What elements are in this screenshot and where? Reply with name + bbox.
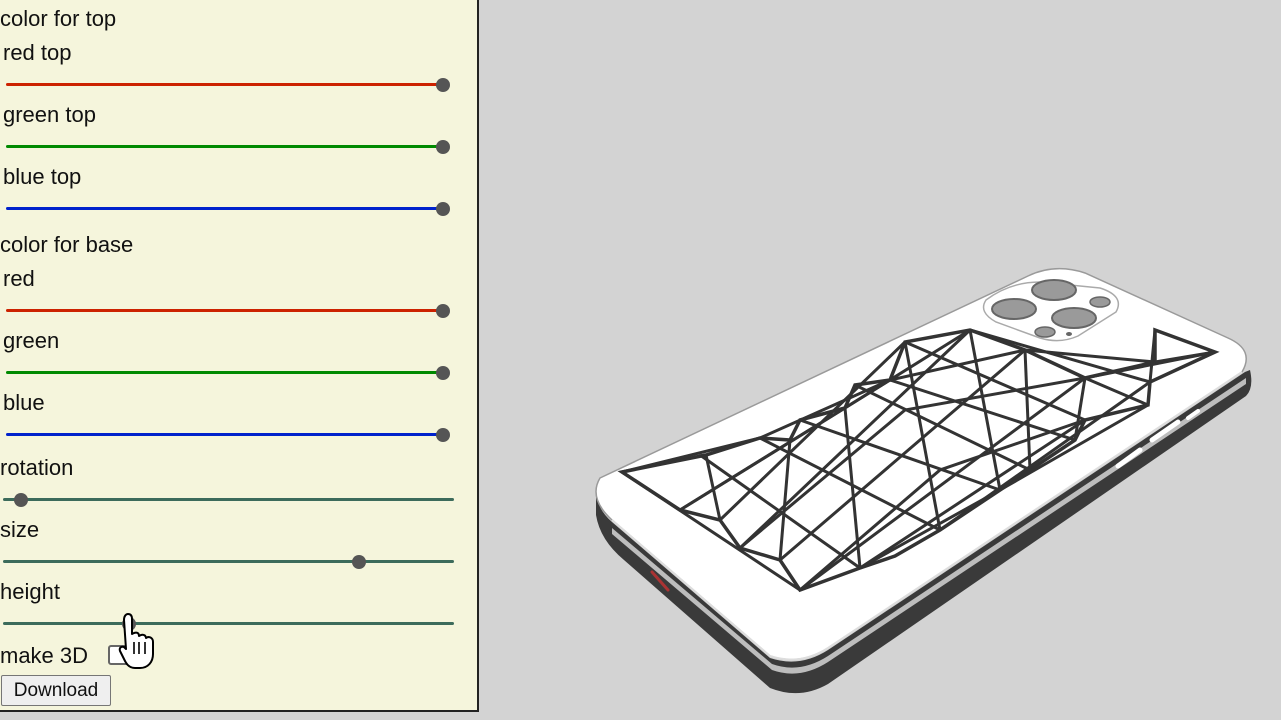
slider-track <box>6 371 444 374</box>
controls-panel: color for top red top green top blue top… <box>0 0 479 712</box>
rotation-slider[interactable] <box>3 493 454 507</box>
red-base-slider[interactable] <box>6 304 450 318</box>
slider-thumb[interactable] <box>352 555 366 569</box>
slider-thumb[interactable] <box>436 366 450 380</box>
slider-track <box>3 622 454 625</box>
slider-thumb[interactable] <box>436 202 450 216</box>
blue-top-label: blue top <box>3 164 82 189</box>
case-edge-highlight <box>611 371 1243 661</box>
slider-track <box>6 207 444 210</box>
top-color-section-label: color for top <box>0 6 117 31</box>
slider-track <box>3 498 454 501</box>
green-top-slider[interactable] <box>6 140 450 154</box>
height-slider[interactable] <box>3 617 454 631</box>
size-slider[interactable] <box>3 555 454 569</box>
height-label: height <box>0 579 60 604</box>
blue-top-slider[interactable] <box>6 202 450 216</box>
red-top-slider[interactable] <box>6 78 450 92</box>
star-pattern <box>617 327 1220 593</box>
base-color-section-label: color for base <box>0 232 134 257</box>
rotation-label: rotation <box>0 455 74 480</box>
slider-track <box>6 83 444 86</box>
side-buttons <box>650 409 1200 592</box>
slider-thumb[interactable] <box>14 493 28 507</box>
make-3d-label: make 3D <box>0 643 89 668</box>
slider-thumb[interactable] <box>436 78 450 92</box>
blue-base-slider[interactable] <box>6 428 450 442</box>
slider-thumb[interactable] <box>436 428 450 442</box>
camera-module <box>982 279 1120 342</box>
download-button[interactable]: Download <box>1 675 111 706</box>
3d-viewport[interactable] <box>479 0 1281 715</box>
red-top-label: red top <box>3 40 72 65</box>
slider-track <box>6 433 444 436</box>
green-top-label: green top <box>3 102 96 127</box>
blue-base-label: blue <box>3 390 45 415</box>
green-base-slider[interactable] <box>6 366 450 380</box>
red-base-label: red <box>3 266 35 291</box>
slider-track <box>3 560 454 563</box>
slider-thumb[interactable] <box>436 304 450 318</box>
slider-track <box>6 145 444 148</box>
phone-case-model <box>595 267 1252 694</box>
size-label: size <box>0 517 40 542</box>
slider-thumb[interactable] <box>436 140 450 154</box>
slider-track <box>6 309 444 312</box>
green-base-label: green <box>3 328 60 353</box>
hand-pointer-icon <box>118 613 154 669</box>
